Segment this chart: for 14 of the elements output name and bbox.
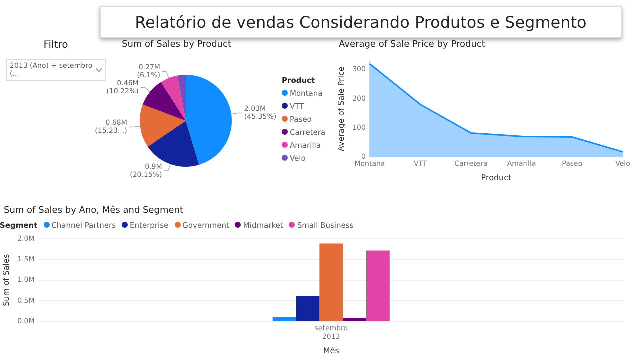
- chart-title: Average of Sale Price by Product: [338, 40, 486, 52]
- x-axis-title: Product: [481, 173, 512, 182]
- bar: [320, 244, 344, 322]
- x-axis-title: Mês: [323, 346, 340, 356]
- text: Relatório de vendas Considerando Produtos e Segmento: [135, 12, 587, 32]
- chart-title: Sum of Sales by Ano, Mês and Segment: [3, 206, 185, 218]
- y-axis-title: Average of Sale Price: [336, 66, 346, 152]
- chart-title: Sum of Sales by Product: [121, 40, 232, 52]
- bar: [366, 250, 390, 322]
- bar: [296, 296, 320, 322]
- text: Filtro: [42, 40, 70, 51]
- y-axis-title: Sum of Sales: [2, 254, 11, 306]
- bar: [272, 317, 296, 322]
- bar: [343, 318, 366, 322]
